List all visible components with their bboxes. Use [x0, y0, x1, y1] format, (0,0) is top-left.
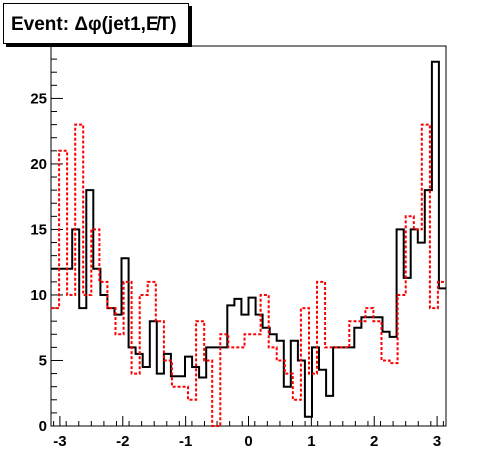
y-tick-label-5: 25 [30, 90, 47, 107]
x-tick-label-6: 3 [433, 433, 441, 450]
plot-frame [50, 45, 447, 427]
x-tick-label-0: -3 [53, 433, 66, 450]
y-tick-label-2: 10 [30, 287, 47, 304]
title-box: Event: Δφ(jet1,E̸T) [3, 3, 189, 44]
x-tick-label-5: 2 [370, 433, 378, 450]
y-tick-label-0: 0 [39, 418, 47, 435]
series-0-histogram [51, 60, 446, 418]
x-tick-label-2: -1 [179, 433, 192, 450]
x-tick-label-1: -2 [116, 433, 129, 450]
y-tick-label-4: 20 [30, 156, 47, 173]
x-tick-label-3: 0 [244, 433, 252, 450]
y-tick-label-1: 5 [39, 352, 47, 369]
x-tick-label-4: 1 [307, 433, 315, 450]
series-1-histogram [51, 123, 446, 427]
chart-title: Event: Δφ(jet1,E̸T) [11, 14, 177, 35]
series-layer [51, 60, 446, 427]
axes: -3 -2 -1 0 1 2 3 0 5 10 15 20 25 [30, 58, 444, 450]
y-tick-label-3: 15 [30, 221, 47, 238]
